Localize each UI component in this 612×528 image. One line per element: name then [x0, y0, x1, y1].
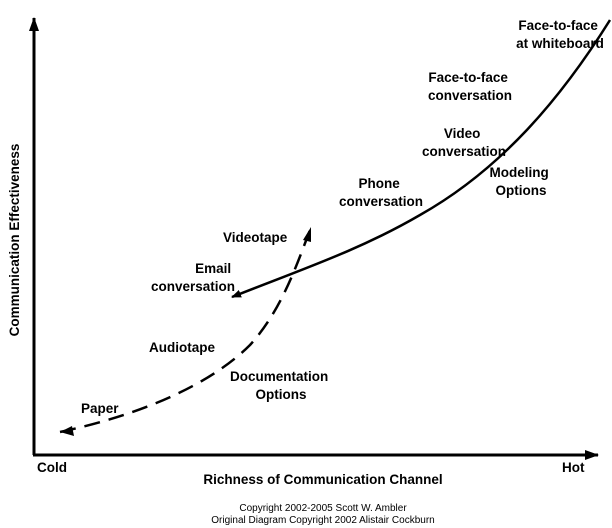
x-axis-min-label: Cold — [37, 460, 67, 475]
label-email-conversation: Email conversation — [151, 261, 235, 294]
label-face-to-face-whiteboard: Face-to-face at whiteboard — [516, 18, 604, 51]
documentation-options-curve — [59, 229, 312, 434]
videotape-arrowhead — [303, 227, 311, 242]
label-paper: Paper — [81, 401, 119, 416]
label-phone-conversation: Phone conversation — [339, 176, 423, 209]
copyright-line-2: Original Diagram Copyright 2002 Alistair… — [211, 515, 434, 526]
label-face-to-face-conversation: Face-to-face conversation — [428, 70, 512, 103]
paper-arrowhead — [60, 426, 74, 436]
label-modeling-options: Modeling Options — [489, 165, 552, 198]
x-axis-label: Richness of Communication Channel — [203, 472, 442, 487]
x-axis-max-label: Hot — [562, 460, 585, 475]
y-axis-label: Communication Effectiveness — [7, 144, 22, 337]
label-videotape: Videotape — [223, 230, 288, 245]
label-audiotape: Audiotape — [149, 340, 215, 355]
label-documentation-options: Documentation Options — [230, 369, 332, 402]
copyright-line-1: Copyright 2002-2005 Scott W. Ambler — [239, 503, 407, 514]
label-video-conversation: Video conversation — [422, 126, 506, 159]
modeling-options-curve — [231, 19, 612, 299]
